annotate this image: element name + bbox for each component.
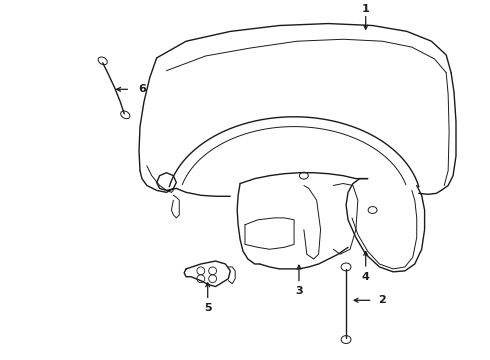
Text: 6: 6 (138, 84, 146, 94)
Text: 1: 1 (362, 4, 369, 14)
Text: 3: 3 (295, 287, 303, 297)
Text: 2: 2 (378, 295, 386, 305)
Text: 5: 5 (204, 303, 212, 313)
Text: 4: 4 (362, 272, 369, 282)
